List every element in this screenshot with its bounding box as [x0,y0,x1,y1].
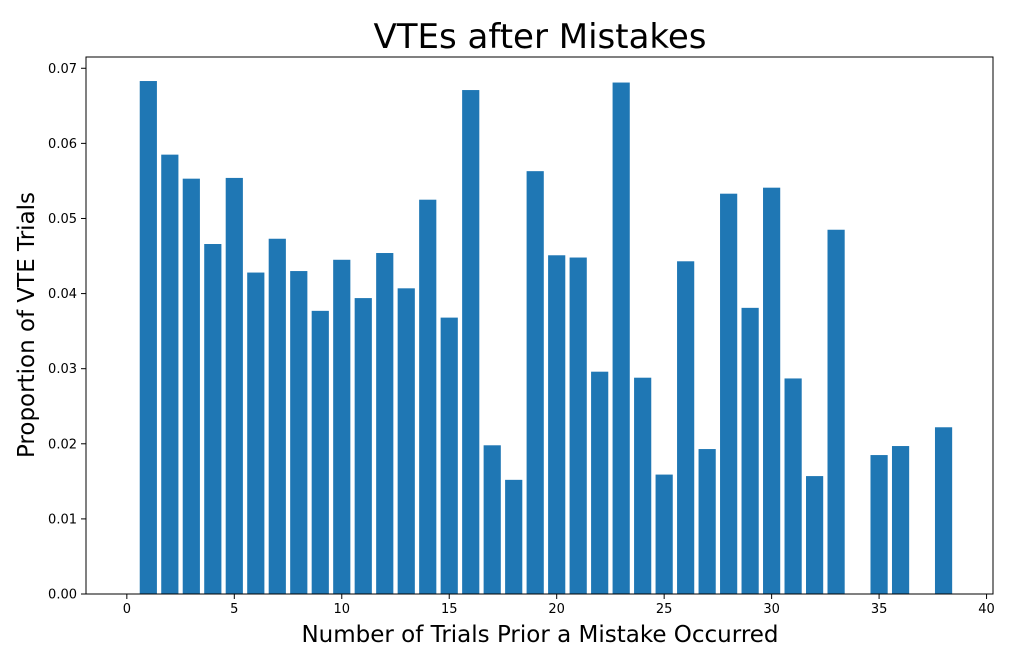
y-tick-label: 0.07 [48,62,77,77]
bar-3 [182,178,200,595]
x-axis-label: Number of Trials Prior a Mistake Occurre… [301,622,778,648]
bar-20 [548,255,566,594]
bar-29 [741,307,759,594]
bar-11 [354,298,372,594]
x-tick-label: 40 [978,602,995,617]
bar-6 [247,272,265,594]
bar-27 [698,449,716,594]
bars-group [139,81,953,595]
chart-title: VTEs after Mistakes [373,17,706,57]
bar-1 [139,81,157,594]
x-axis: 0 5 10 15 20 25 30 35 40 [123,594,995,617]
bar-21 [569,257,587,594]
bar-32 [806,476,824,594]
y-tick-label: 0.00 [48,588,77,603]
y-axis-label: Proportion of VTE Trials [14,192,40,458]
bar-19 [526,171,544,594]
x-tick-label: 15 [441,602,458,617]
bar-18 [505,479,523,594]
bar-14 [419,199,437,594]
bar-25 [655,474,673,594]
x-tick-label: 10 [333,602,350,617]
x-tick-label: 20 [548,602,565,617]
y-tick-label: 0.03 [48,362,77,377]
bar-16 [462,90,480,595]
bar-23 [612,82,630,594]
bar-7 [268,238,286,594]
y-tick-label: 0.01 [48,512,77,527]
bar-36 [891,446,910,594]
bar-35 [870,455,888,594]
x-tick-label: 25 [656,602,673,617]
bar-2 [161,154,179,594]
x-tick-label: 30 [763,602,780,617]
bar-30 [763,187,781,594]
bar-4 [204,244,222,594]
bar-28 [720,193,738,594]
bar-24 [634,377,652,594]
x-tick-label: 35 [871,602,888,617]
bar-33 [827,229,845,595]
bar-17 [483,445,501,594]
bar-10 [333,259,351,594]
y-tick-label: 0.02 [48,437,77,452]
y-axis: 0.00 0.01 0.02 0.03 0.04 0.05 0.06 0.07 [48,62,86,603]
x-tick-label: 5 [230,602,238,617]
x-tick-label: 0 [123,602,131,617]
bar-15 [440,317,458,594]
bar-22 [591,371,609,594]
bar-13 [397,288,415,594]
bar-31 [784,378,802,594]
bar-5 [225,177,243,595]
y-tick-label: 0.05 [48,212,77,227]
bar-38 [934,427,953,594]
y-tick-label: 0.06 [48,137,77,152]
bar-26 [677,261,695,594]
y-tick-label: 0.04 [48,287,77,302]
bar-9 [311,310,329,594]
bar-8 [290,271,308,594]
bar-12 [376,253,394,594]
plot-frame [85,56,994,595]
